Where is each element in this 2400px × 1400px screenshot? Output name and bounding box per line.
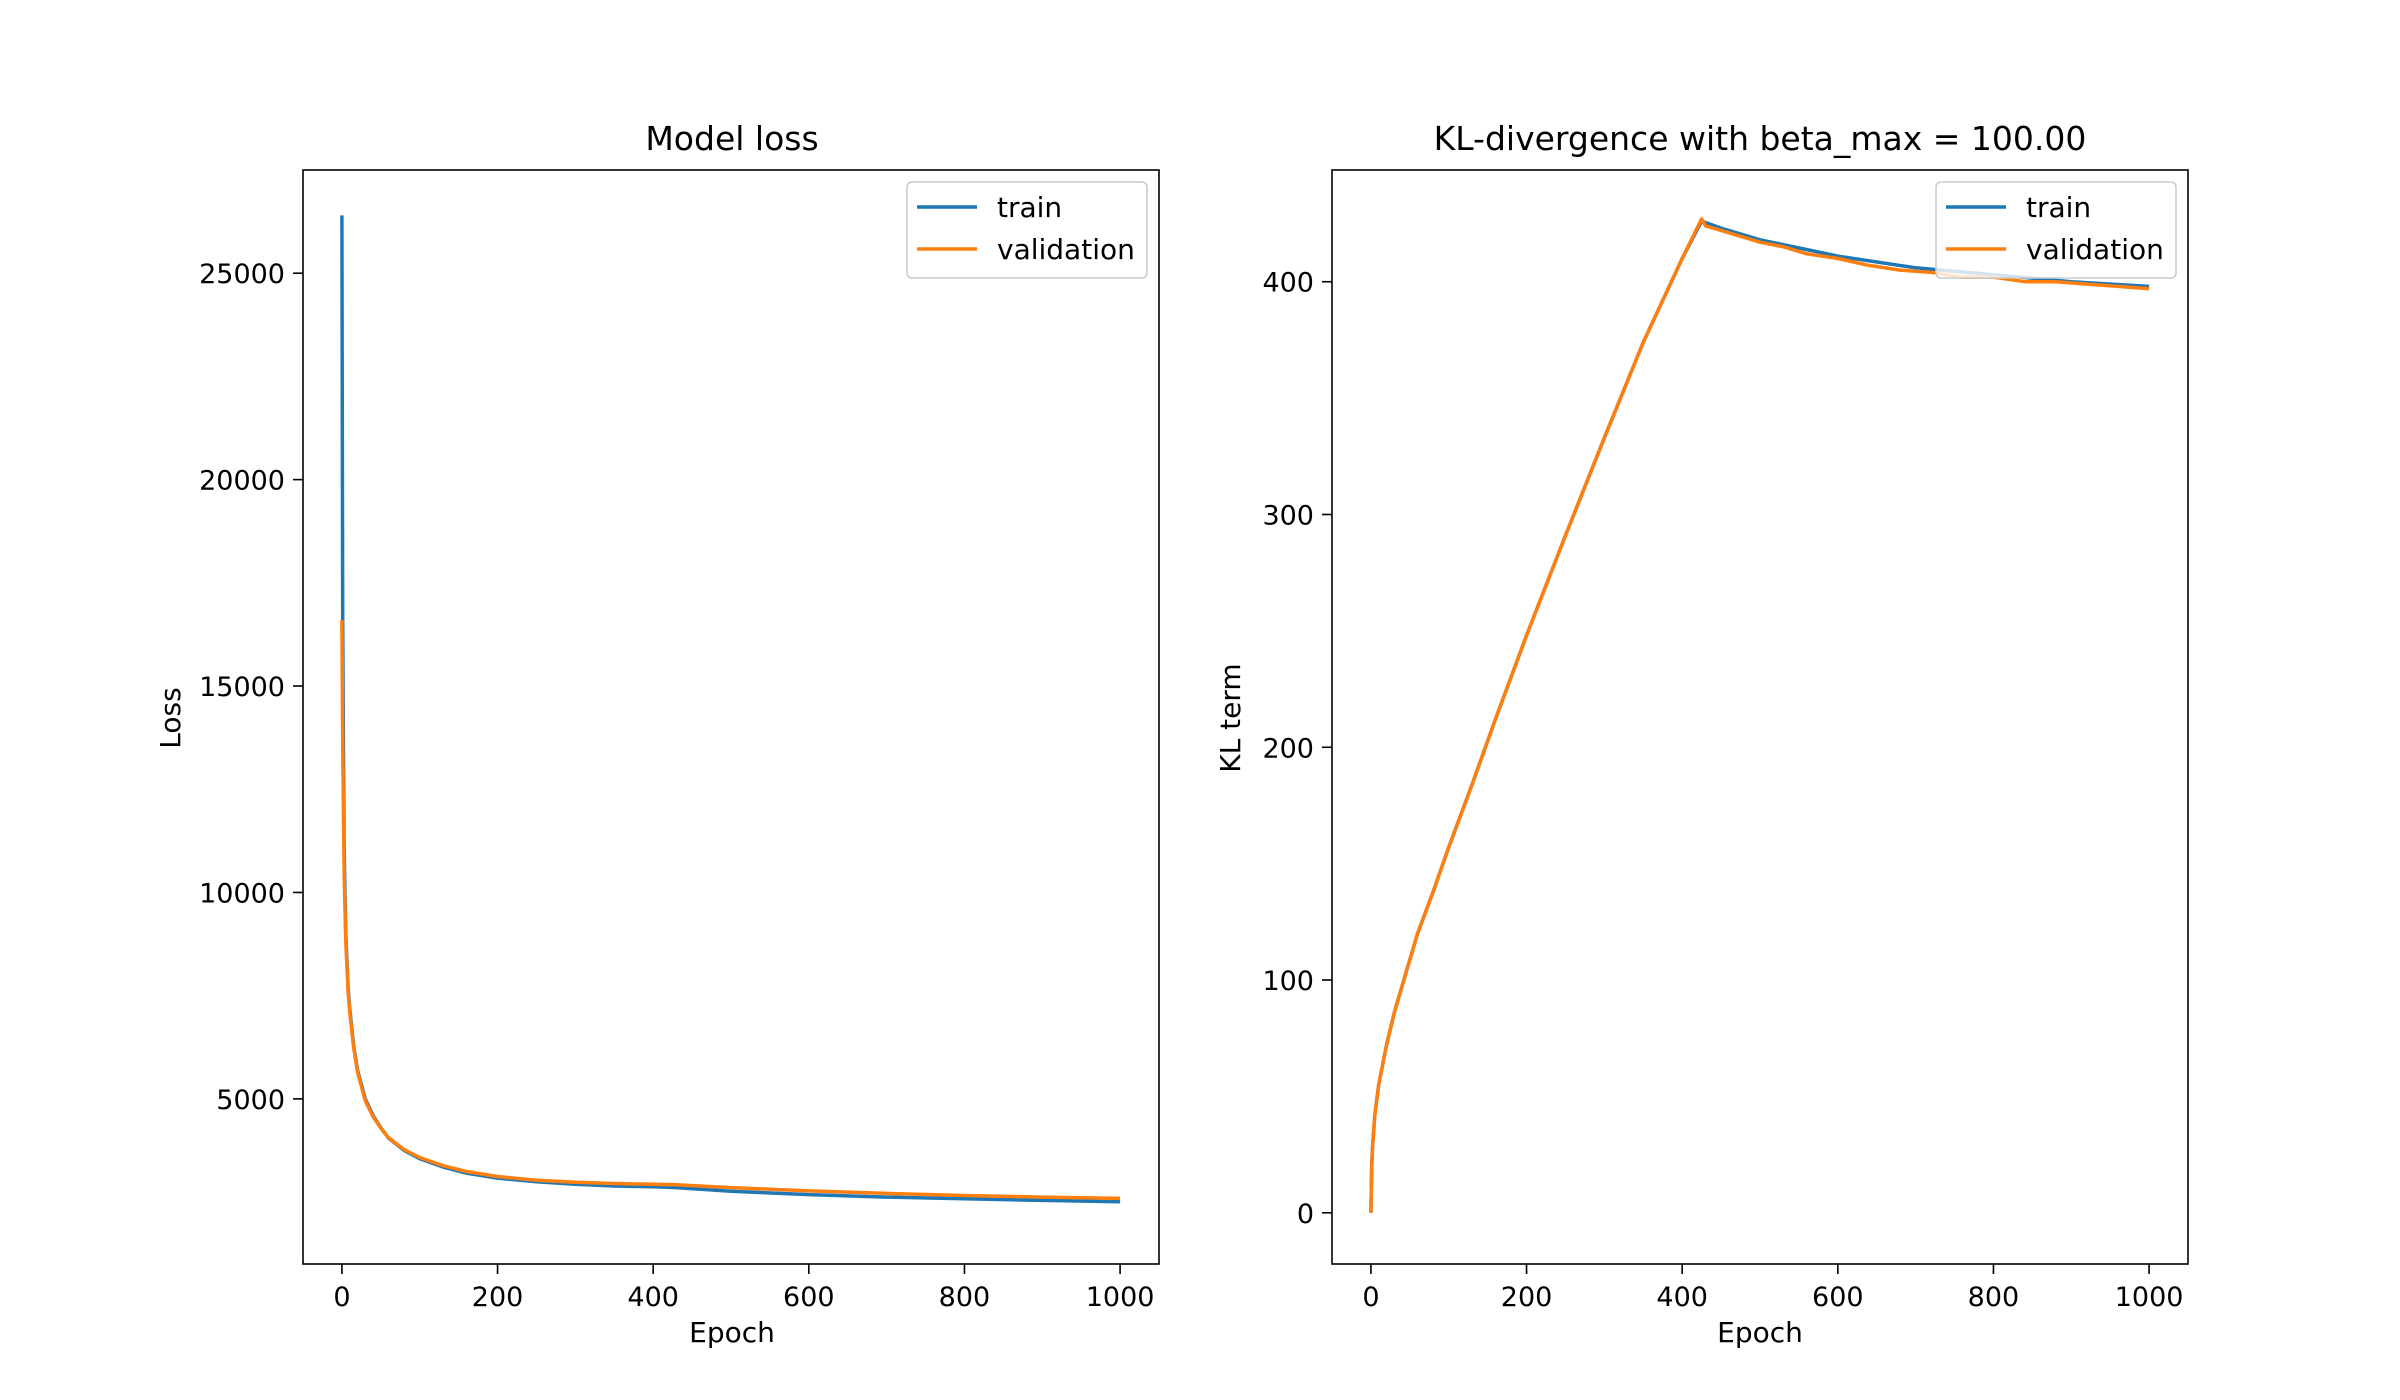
kl-x-tick-label: 1000 (2115, 1282, 2184, 1313)
loss-x-tick-label: 800 (939, 1282, 991, 1313)
loss-chart-title: Model loss (645, 119, 818, 158)
kl-legend: train validation (1935, 181, 2177, 279)
kl-y-tick-label: 300 (1262, 500, 1314, 531)
kl-x-axis-label: Epoch (1717, 1316, 1803, 1349)
loss-panel: Model loss Epoch Loss 0 200 400 600 800 1000 … (154, 119, 1160, 1349)
loss-x-tick-label: 0 (333, 1282, 350, 1313)
loss-legend: train validation (906, 181, 1148, 279)
loss-y-tick-label: 15000 (199, 672, 285, 703)
kl-y-axis-label: KL term (1214, 663, 1247, 772)
kl-x-tick-label: 800 (1968, 1282, 2020, 1313)
kl-panel: KL-divergence with beta_max = 100.00 Epo… (1214, 119, 2189, 1349)
kl-legend-validation-label: validation (2026, 233, 2164, 266)
kl-x-tick-label: 200 (1501, 1282, 1553, 1313)
loss-axes-frame (302, 169, 1160, 1265)
kl-x-tick-label: 600 (1812, 1282, 1864, 1313)
loss-legend-train-label: train (997, 191, 1062, 224)
kl-y-ticks: 0 100 200 300 400 (1262, 268, 1332, 1230)
kl-legend-train-label: train (2026, 191, 2091, 224)
kl-y-tick-label: 100 (1262, 966, 1314, 997)
loss-x-ticks: 0 200 400 600 800 1000 (333, 1264, 1154, 1313)
loss-x-tick-label: 1000 (1086, 1282, 1155, 1313)
loss-y-tick-label: 10000 (199, 878, 285, 909)
loss-x-tick-label: 600 (783, 1282, 835, 1313)
loss-series-validation-line (340, 619, 1121, 1201)
loss-x-axis-label: Epoch (689, 1316, 775, 1349)
kl-x-ticks: 0 200 400 600 800 1000 (1362, 1264, 2183, 1313)
loss-legend-validation-label: validation (997, 233, 1135, 266)
loss-x-tick-label: 400 (627, 1282, 679, 1313)
kl-axes-frame (1331, 169, 2189, 1265)
loss-plot-lines (340, 215, 1121, 1204)
kl-y-tick-label: 200 (1262, 733, 1314, 764)
kl-y-tick-label: 0 (1297, 1199, 1314, 1230)
loss-x-tick-label: 200 (472, 1282, 524, 1313)
kl-y-tick-label: 400 (1262, 268, 1314, 299)
kl-x-tick-label: 400 (1656, 1282, 1708, 1313)
loss-y-tick-label: 25000 (199, 259, 285, 290)
loss-y-tick-label: 5000 (216, 1085, 285, 1116)
kl-x-tick-label: 0 (1362, 1282, 1379, 1313)
loss-y-tick-label: 20000 (199, 466, 285, 497)
loss-y-axis-label: Loss (154, 687, 187, 748)
loss-y-ticks: 5000 10000 15000 20000 25000 (199, 259, 303, 1116)
kl-chart-title: KL-divergence with beta_max = 100.00 (1434, 119, 2087, 158)
